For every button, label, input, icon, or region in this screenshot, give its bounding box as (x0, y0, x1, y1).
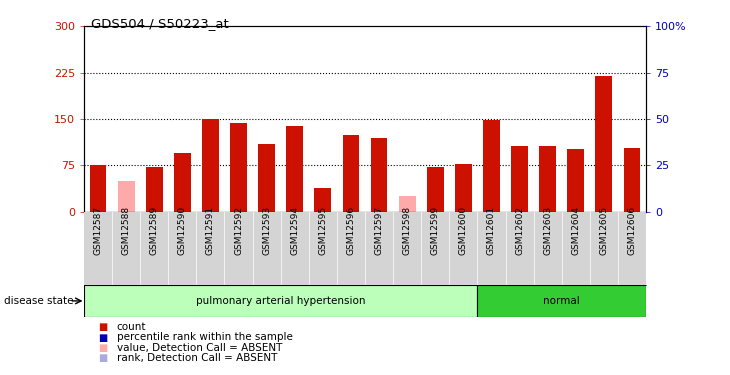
Bar (483, 120, 500, 212)
Bar (567, 149, 584, 212)
Text: GDS504 / S50223_at: GDS504 / S50223_at (91, 17, 229, 30)
Text: pulmonary arterial hypertension: pulmonary arterial hypertension (196, 296, 366, 306)
Bar (455, 164, 472, 212)
Text: normal: normal (543, 296, 580, 306)
Bar (427, 167, 444, 212)
Text: value, Detection Call = ABSENT: value, Detection Call = ABSENT (117, 343, 283, 353)
Text: rank, Detection Call = ABSENT: rank, Detection Call = ABSENT (117, 354, 277, 363)
Text: count: count (117, 322, 146, 332)
Bar (174, 153, 191, 212)
Text: ■: ■ (99, 343, 108, 353)
Bar (596, 76, 612, 212)
Bar (511, 146, 528, 212)
Bar (258, 144, 275, 212)
Bar (539, 146, 556, 212)
Bar (399, 196, 415, 212)
Bar (371, 138, 388, 212)
Text: ■: ■ (99, 354, 108, 363)
Bar (118, 181, 134, 212)
Bar (477, 285, 646, 317)
Bar (84, 285, 477, 317)
Bar (623, 148, 640, 212)
Bar (315, 188, 331, 212)
Bar (286, 126, 303, 212)
Bar (90, 165, 107, 212)
Text: disease state: disease state (4, 296, 73, 306)
Text: ■: ■ (99, 333, 108, 342)
Bar (202, 119, 219, 212)
Bar (342, 135, 359, 212)
Bar (146, 167, 163, 212)
Text: ■: ■ (99, 322, 108, 332)
Text: percentile rank within the sample: percentile rank within the sample (117, 333, 293, 342)
Bar (230, 123, 247, 212)
